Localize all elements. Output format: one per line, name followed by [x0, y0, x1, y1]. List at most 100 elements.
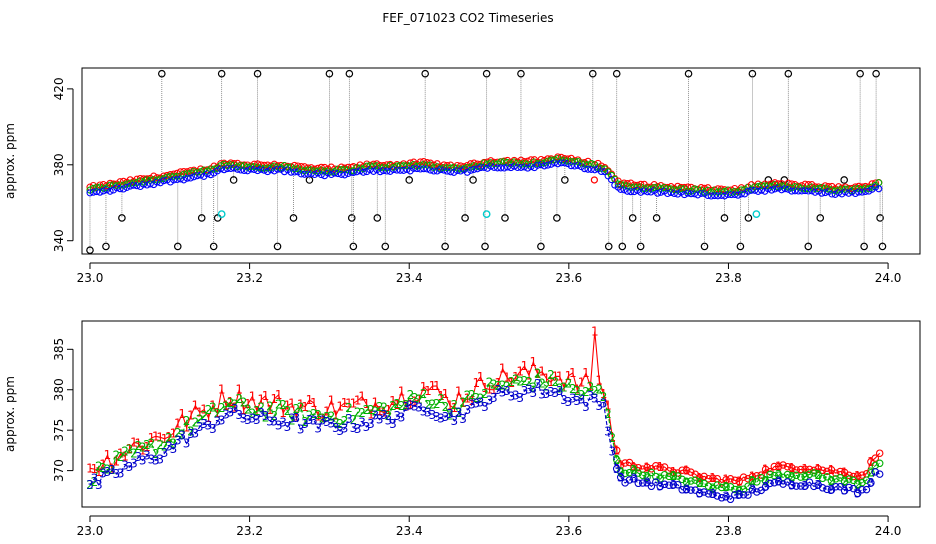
series-point-3: [748, 485, 757, 494]
series-point-3: [660, 480, 669, 489]
series-point-2: [823, 473, 831, 481]
series-point-blue: [657, 188, 665, 196]
series-point-2: [805, 470, 814, 479]
series-point-blue: [230, 164, 238, 172]
y-tick-label: 420: [52, 77, 66, 100]
series-marker-3: 3: [582, 400, 590, 414]
x-tick-label: 23.6: [555, 271, 582, 285]
y-axis-label: approx. ppm: [3, 376, 17, 452]
series-point-2: [832, 475, 840, 483]
series-point-blue: [587, 165, 595, 173]
outlier-point: [537, 242, 545, 251]
series-point-blue: [493, 164, 502, 172]
series-marker-2: 2: [323, 410, 331, 424]
series-point-red: [314, 164, 322, 172]
outlier-point: [553, 214, 561, 222]
plot-frame: [81, 67, 921, 255]
series-point-blue: [270, 167, 278, 175]
series-point-blue: [630, 188, 638, 196]
series-point-red: [217, 160, 225, 168]
series-point-3: [832, 482, 840, 491]
outlier-point: [840, 176, 848, 184]
series-marker-2: 2: [170, 437, 178, 451]
panel-bottom: 23.0 23.2 23.4 23.6 23.8 24.0 370 375 380 385 appr…: [3, 320, 921, 538]
series-point-blue: [507, 164, 515, 172]
series-point-blue: [416, 165, 424, 173]
outlier-point: [229, 176, 238, 184]
cyan-point: [482, 210, 491, 219]
series-point-blue: [768, 186, 776, 194]
outlier-point: [588, 69, 597, 78]
y-tick-label: 340: [52, 229, 66, 252]
series-marker-3: 3: [481, 400, 489, 414]
series-point-blue: [707, 192, 715, 200]
series-point-green: [146, 176, 154, 184]
series-marker-2: 2: [222, 399, 230, 413]
series-marker-3: 3: [292, 411, 300, 425]
series-point-1: [744, 474, 752, 483]
series-marker-3: 3: [319, 414, 327, 428]
series-marker-2: 2: [775, 468, 783, 482]
outlier-point: [441, 242, 449, 251]
series-point-3: [871, 468, 880, 476]
series-point-blue: [146, 180, 154, 188]
series-marker-2: 2: [486, 375, 494, 389]
series-point-blue: [103, 186, 111, 194]
series-marker-2: 2: [165, 431, 173, 445]
series-marker-3: 3: [270, 415, 278, 429]
series-point-2: [853, 480, 862, 489]
outlier-point: [878, 242, 887, 251]
series-line-3: [89, 408, 350, 486]
outlier-point: [604, 242, 613, 251]
series-marker-3: 3: [472, 396, 480, 410]
series-point-3: [647, 482, 656, 491]
series-point-blue: [324, 169, 332, 177]
series-point-blue: [237, 166, 245, 174]
cyan-point: [752, 210, 761, 219]
series-point-blue: [875, 185, 883, 193]
series-point-blue: [190, 173, 198, 181]
series-marker-3: 3: [529, 386, 537, 400]
series-point-blue: [467, 166, 475, 174]
series-marker-3: 3: [117, 467, 125, 481]
series-point-blue: [818, 189, 826, 197]
series-point-3: [616, 473, 625, 482]
series-point-2: [625, 468, 634, 477]
series-point-green: [828, 186, 836, 194]
series-point-blue: [450, 168, 458, 176]
series-point-blue: [851, 189, 859, 198]
series-point-blue: [393, 166, 401, 174]
series-point-red: [426, 159, 434, 167]
series-point-blue: [359, 168, 367, 176]
series-point-green: [690, 185, 699, 193]
series-point-2: [788, 473, 796, 481]
series-point-green: [577, 159, 585, 167]
series-point-blue: [567, 162, 575, 170]
outlier-point: [253, 69, 262, 78]
series-marker-3: 3: [367, 417, 375, 431]
series-point-blue: [133, 182, 141, 190]
series-marker-3: 3: [516, 391, 524, 405]
outlier-point: [217, 69, 226, 78]
series-point-2: [849, 476, 858, 485]
x-tick-label: 23.4: [396, 271, 423, 285]
series-point-green: [420, 160, 428, 168]
outlier-point: [347, 214, 356, 222]
series-marker-2: 2: [595, 383, 603, 397]
series-point-green: [808, 183, 816, 191]
series-marker-2: 2: [814, 468, 822, 482]
series-point-blue: [183, 174, 191, 182]
series-point-blue: [180, 176, 188, 184]
series-point-1: [871, 454, 880, 462]
series-marker-2: 2: [643, 470, 651, 484]
series-marker-2: 2: [376, 400, 384, 414]
series-marker-3: 3: [429, 408, 437, 422]
series-point-green: [584, 161, 592, 169]
series-point-3: [674, 480, 682, 489]
series-point-blue: [140, 180, 148, 188]
series-point-blue: [376, 168, 384, 176]
series-point-2: [634, 469, 643, 477]
series-point-3: [753, 488, 761, 496]
series-point-blue: [396, 166, 404, 174]
series-point-2: [652, 472, 660, 481]
